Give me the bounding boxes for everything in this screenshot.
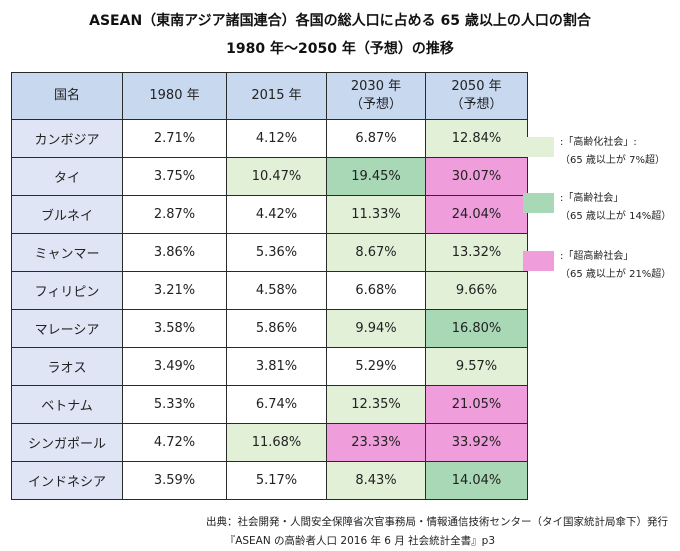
value-cell: 5.17% xyxy=(226,461,327,500)
country-cell: シンガポール xyxy=(11,423,123,462)
country-cell: ブルネイ xyxy=(11,195,123,234)
country-cell: ラオス xyxy=(11,347,123,386)
header-2030: 2030 年（予想） xyxy=(326,72,426,120)
value-cell: 3.59% xyxy=(122,461,227,500)
table-row: タイ 3.75% 10.47% 19.45% 30.07% xyxy=(11,157,528,196)
value-cell: 10.47% xyxy=(226,157,327,196)
legend-aged: :「高齢社会」 （65 歳以上が 14%超） xyxy=(560,190,671,226)
value-cell: 12.35% xyxy=(326,385,426,424)
table-row: インドネシア 3.59% 5.17% 8.43% 14.04% xyxy=(11,461,528,500)
country-cell: インドネシア xyxy=(11,461,123,500)
legend-aging: :「高齢化社会」: （65 歳以上が 7%超） xyxy=(560,134,665,170)
table-row: ミャンマー 3.86% 5.36% 8.67% 13.32% xyxy=(11,233,528,272)
table-row: シンガポール 4.72% 11.68% 23.33% 33.92% xyxy=(11,423,528,462)
country-cell: ミャンマー xyxy=(11,233,123,272)
header-2050: 2050 年（予想） xyxy=(425,72,528,120)
population-table: 国名 1980 年 2015 年 2030 年（予想） 2050 年（予想） カ… xyxy=(11,72,528,500)
value-cell: 21.05% xyxy=(425,385,528,424)
value-cell: 9.57% xyxy=(425,347,528,386)
value-cell: 4.12% xyxy=(226,119,327,158)
value-cell: 3.75% xyxy=(122,157,227,196)
source-line-2: 『ASEAN の高齢者人口 2016 年 6 月 社会統計全書』p3 xyxy=(224,535,495,547)
value-cell: 9.94% xyxy=(326,309,426,348)
value-cell: 4.58% xyxy=(226,271,327,310)
source-line-1: 出典：社会開発・人間安全保障省次官事務局・情報通信技術センター（タイ国家統計局傘… xyxy=(206,516,668,528)
value-cell: 19.45% xyxy=(326,157,426,196)
legend-swatch-aging xyxy=(523,137,554,157)
country-cell: ベトナム xyxy=(11,385,123,424)
value-cell: 5.29% xyxy=(326,347,426,386)
value-cell: 5.36% xyxy=(226,233,327,272)
value-cell: 3.81% xyxy=(226,347,327,386)
value-cell: 24.04% xyxy=(425,195,528,234)
value-cell: 13.32% xyxy=(425,233,528,272)
value-cell: 23.33% xyxy=(326,423,426,462)
header-2015: 2015 年 xyxy=(226,72,327,120)
country-cell: カンボジア xyxy=(11,119,123,158)
table-row: ベトナム 5.33% 6.74% 12.35% 21.05% xyxy=(11,385,528,424)
legend-aging-sub: （65 歳以上が 7%超） xyxy=(560,155,665,166)
value-cell: 9.66% xyxy=(425,271,528,310)
value-cell: 33.92% xyxy=(425,423,528,462)
legend-swatch-super-aged xyxy=(523,251,554,271)
legend-swatch-aged xyxy=(523,193,554,213)
value-cell: 6.68% xyxy=(326,271,426,310)
value-cell: 3.86% xyxy=(122,233,227,272)
legend-aged-sub: （65 歳以上が 14%超） xyxy=(560,211,672,222)
value-cell: 5.33% xyxy=(122,385,227,424)
value-cell: 5.86% xyxy=(226,309,327,348)
value-cell: 6.87% xyxy=(326,119,426,158)
value-cell: 8.43% xyxy=(326,461,426,500)
value-cell: 3.58% xyxy=(122,309,227,348)
value-cell: 11.33% xyxy=(326,195,426,234)
table-row: ブルネイ 2.87% 4.42% 11.33% 24.04% xyxy=(11,195,528,234)
value-cell: 6.74% xyxy=(226,385,327,424)
value-cell: 30.07% xyxy=(425,157,528,196)
value-cell: 11.68% xyxy=(226,423,327,462)
legend-aged-title: :「高齢社会」 xyxy=(560,193,624,204)
table-row: カンボジア 2.71% 4.12% 6.87% 12.84% xyxy=(11,119,528,158)
title-line-2: 1980 年〜2050 年（予想）の推移 xyxy=(226,41,454,57)
country-cell: マレーシア xyxy=(11,309,123,348)
header-1980: 1980 年 xyxy=(122,72,227,120)
value-cell: 3.49% xyxy=(122,347,227,386)
value-cell: 4.72% xyxy=(122,423,227,462)
value-cell: 16.80% xyxy=(425,309,528,348)
header-country: 国名 xyxy=(11,72,123,120)
legend-super-aged: :「超高齢社会」 （65 歳以上が 21%超） xyxy=(560,248,671,284)
value-cell: 12.84% xyxy=(425,119,528,158)
value-cell: 2.71% xyxy=(122,119,227,158)
legend-aging-title: :「高齢化社会」: xyxy=(560,137,637,148)
title-line-1: ASEAN（東南アジア諸国連合）各国の総人口に占める 65 歳以上の人口の割合 xyxy=(89,13,591,29)
country-cell: フィリピン xyxy=(11,271,123,310)
table-row: マレーシア 3.58% 5.86% 9.94% 16.80% xyxy=(11,309,528,348)
value-cell: 2.87% xyxy=(122,195,227,234)
value-cell: 3.21% xyxy=(122,271,227,310)
table-row: フィリピン 3.21% 4.58% 6.68% 9.66% xyxy=(11,271,528,310)
table-header-row: 国名 1980 年 2015 年 2030 年（予想） 2050 年（予想） xyxy=(11,72,528,120)
country-cell: タイ xyxy=(11,157,123,196)
legend-super-aged-title: :「超高齢社会」 xyxy=(560,251,634,262)
table-row: ラオス 3.49% 3.81% 5.29% 9.57% xyxy=(11,347,528,386)
value-cell: 4.42% xyxy=(226,195,327,234)
value-cell: 14.04% xyxy=(425,461,528,500)
legend-super-aged-sub: （65 歳以上が 21%超） xyxy=(560,269,672,280)
value-cell: 8.67% xyxy=(326,233,426,272)
